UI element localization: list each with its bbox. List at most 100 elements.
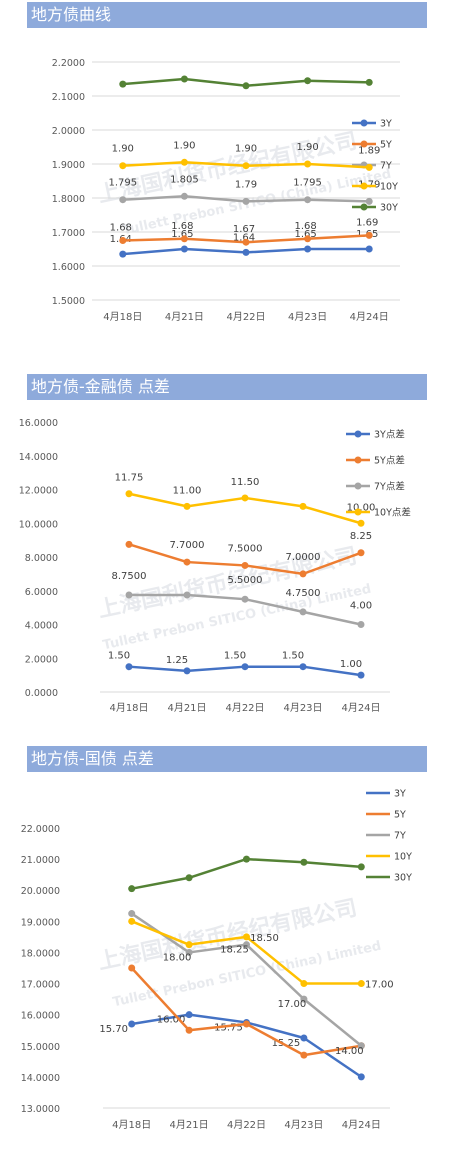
data-label: 1.65 bbox=[171, 229, 193, 240]
chart-svg-3: 13.0000 14.0000 15.0000 16.0000 17.0000 18.00… bbox=[21, 789, 412, 1132]
data-label: 1.89 bbox=[358, 145, 380, 156]
y-tick-label: 14.0000 bbox=[19, 452, 58, 463]
data-point bbox=[243, 1020, 250, 1028]
legend-label: 5Y bbox=[394, 810, 406, 821]
data-point bbox=[300, 980, 308, 988]
data-label: 7.5000 bbox=[228, 543, 263, 554]
data-point bbox=[299, 663, 307, 671]
data-label: 4.00 bbox=[350, 601, 372, 612]
x-tick-label: 4月18日 bbox=[109, 702, 148, 714]
data-point bbox=[119, 162, 127, 170]
data-point bbox=[128, 917, 136, 925]
data-label: 1.90 bbox=[112, 144, 134, 155]
data-point bbox=[180, 75, 188, 83]
data-point bbox=[243, 933, 250, 941]
data-point bbox=[119, 80, 127, 88]
data-label: 16.00 bbox=[157, 1015, 186, 1026]
chart-section-1: 地方债曲线 上海国利货币经纪有限公司 Tullett Prebon SITICO… bbox=[0, 0, 456, 340]
data-point bbox=[357, 1073, 365, 1081]
data-label: 4.7500 bbox=[286, 588, 321, 599]
data-label: 18.50 bbox=[250, 933, 279, 944]
data-label: 8.25 bbox=[350, 531, 372, 542]
data-point bbox=[128, 885, 136, 893]
data-label: 1.69 bbox=[356, 217, 378, 228]
y-tick-label: 1.5000 bbox=[52, 296, 85, 307]
data-label: 1.795 bbox=[108, 178, 137, 189]
data-point bbox=[300, 1051, 308, 1059]
chart-svg-1: 1.5000 1.6000 1.7000 1.8000 1.9000 2.0000 2.10… bbox=[52, 58, 400, 323]
data-label: 17.00 bbox=[365, 980, 394, 991]
data-label: 10.00 bbox=[347, 502, 376, 513]
y-tick-label: 1.7000 bbox=[52, 228, 85, 239]
data-point bbox=[304, 235, 312, 243]
y-tick-label: 17.0000 bbox=[21, 980, 60, 991]
y-tick-label: 14.0000 bbox=[21, 1073, 60, 1084]
legend-label: 3Y bbox=[380, 119, 392, 130]
data-label: 1.65 bbox=[294, 229, 316, 240]
data-point bbox=[242, 82, 250, 90]
data-point bbox=[243, 941, 250, 949]
data-label: 1.50 bbox=[108, 651, 130, 662]
data-point bbox=[180, 235, 188, 243]
legend-label: 10Y点差 bbox=[374, 507, 411, 519]
y-tick-label: 1.6000 bbox=[52, 262, 85, 273]
data-point bbox=[365, 245, 373, 253]
data-label: 1.79 bbox=[235, 179, 257, 190]
data-point bbox=[304, 196, 312, 204]
y-tick-label: 2.2000 bbox=[52, 58, 85, 69]
data-point bbox=[304, 245, 312, 253]
data-label: 1.64 bbox=[233, 232, 255, 243]
y-tick-label: 8.0000 bbox=[25, 553, 58, 564]
data-point bbox=[180, 245, 188, 253]
x-tick-label: 4月21日 bbox=[170, 1119, 209, 1131]
y-tick-label: 22.0000 bbox=[21, 824, 60, 835]
y-tick-label: 21.0000 bbox=[21, 855, 60, 866]
data-point bbox=[357, 1042, 365, 1050]
legend-label: 3Y bbox=[394, 789, 406, 800]
y-tick-label: 0.0000 bbox=[25, 688, 58, 699]
x-tick-label: 4月18日 bbox=[112, 1119, 151, 1131]
data-point bbox=[241, 561, 249, 569]
data-label: 1.50 bbox=[282, 651, 304, 662]
chart-section-3: 地方债-国债 点差 上海国利货币经纪有限公司 Tullett Prebon SI… bbox=[0, 742, 456, 1158]
legend-marker bbox=[360, 140, 368, 148]
data-point bbox=[125, 540, 133, 548]
legend-label: 7Y点差 bbox=[374, 481, 405, 493]
legend-label: 3Y点差 bbox=[374, 429, 405, 441]
data-point bbox=[365, 163, 373, 171]
data-point bbox=[357, 671, 365, 679]
y-tick-label: 15.0000 bbox=[21, 1042, 60, 1053]
x-tick-label: 4月22日 bbox=[227, 1119, 266, 1131]
data-point bbox=[357, 621, 365, 628]
data-point bbox=[119, 196, 127, 204]
x-tick-label: 4月24日 bbox=[342, 1119, 381, 1131]
x-tick-label: 4月22日 bbox=[226, 311, 265, 323]
data-point bbox=[185, 1026, 193, 1034]
y-tick-label: 10.0000 bbox=[19, 519, 58, 530]
data-label: 1.50 bbox=[224, 651, 246, 662]
data-point bbox=[357, 519, 365, 527]
data-point bbox=[300, 858, 308, 866]
series-line bbox=[131, 857, 362, 890]
data-point bbox=[125, 663, 133, 671]
x-tick-label: 4月24日 bbox=[341, 702, 380, 714]
data-label: 8.7500 bbox=[112, 571, 147, 582]
legend-label: 5Y bbox=[380, 140, 392, 151]
data-point bbox=[183, 502, 191, 510]
data-label: 1.25 bbox=[166, 655, 188, 666]
x-tick-label: 4月22日 bbox=[225, 702, 264, 714]
legend-label: 30Y bbox=[380, 203, 398, 214]
data-point bbox=[128, 910, 136, 918]
x-tick-label: 4月18日 bbox=[103, 311, 142, 323]
x-tick-label: 4月21日 bbox=[167, 702, 206, 714]
data-point bbox=[242, 238, 250, 246]
legend-marker bbox=[354, 508, 362, 516]
y-tick-label: 12.0000 bbox=[19, 486, 58, 497]
y-tick-label: 1.8000 bbox=[52, 194, 85, 205]
legend-marker bbox=[360, 203, 368, 211]
data-point bbox=[180, 158, 188, 166]
data-point bbox=[185, 941, 193, 949]
data-point bbox=[299, 570, 307, 578]
data-point bbox=[183, 667, 191, 675]
data-label: 18.00 bbox=[163, 952, 192, 963]
